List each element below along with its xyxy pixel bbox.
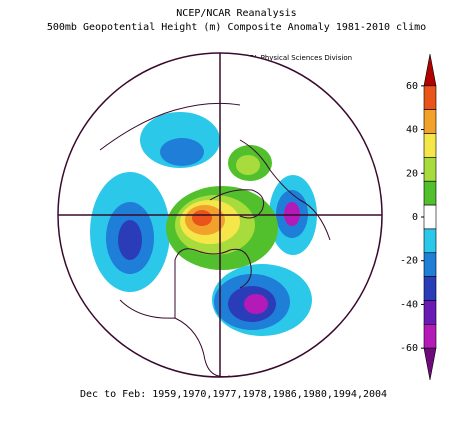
coast-canada bbox=[174, 248, 252, 318]
colorbar-swatch bbox=[423, 276, 437, 301]
credit-label: NOAA/ESRL Physical Sciences Division bbox=[218, 54, 353, 62]
map-subtitle: 500mb Geopotential Height (m) Composite … bbox=[46, 22, 427, 33]
colorbar-swatch bbox=[423, 157, 437, 182]
colorbar-swatch bbox=[423, 109, 437, 134]
composite-years-footer: Dec to Feb: 1959,1970,1977,1978,1986,198… bbox=[80, 389, 388, 400]
colorbar-swatch bbox=[423, 300, 437, 325]
colorbar-swatch bbox=[423, 180, 437, 206]
coast-greenland bbox=[209, 189, 265, 219]
anomaly-pos-arctic-core bbox=[192, 210, 212, 226]
colorbar-swatch bbox=[423, 204, 437, 230]
anomaly-field bbox=[58, 53, 382, 377]
colorbar-tick-label: -40 bbox=[400, 299, 418, 310]
anomaly-pos-scand-core bbox=[236, 155, 260, 175]
colorbar-tick-label: 60 bbox=[406, 81, 418, 92]
colorbar-tick-label: 0 bbox=[412, 212, 418, 223]
colorbar-tick-label: 40 bbox=[406, 125, 418, 136]
colorbar-swatch bbox=[423, 228, 437, 254]
colorbar-swatch bbox=[423, 85, 437, 110]
anomaly-neg-europe-core bbox=[284, 202, 300, 226]
coast-north-america bbox=[119, 299, 231, 377]
colorbar-swatch bbox=[423, 347, 437, 381]
colorbar-swatch bbox=[423, 133, 437, 158]
colorbar-tick-label: -60 bbox=[400, 343, 418, 354]
colorbar-swatch bbox=[423, 53, 437, 87]
colorbar-tick-label: 20 bbox=[406, 168, 418, 179]
map-title: NCEP/NCAR Reanalysis bbox=[176, 8, 297, 19]
colorbar-swatch bbox=[423, 252, 437, 277]
colorbar-labels: 60 40 20 0 -20 -40 -60 bbox=[400, 81, 424, 354]
colorbar-swatches bbox=[423, 53, 437, 381]
anomaly-neg-atlantic-core bbox=[244, 294, 268, 314]
globe-outline bbox=[57, 52, 383, 378]
anomaly-neg-aleutian-core bbox=[118, 220, 142, 260]
anomaly-neg-siberia-core bbox=[160, 138, 204, 166]
colorbar-tick-label: -20 bbox=[400, 256, 418, 267]
colorbar-swatch bbox=[423, 324, 437, 349]
